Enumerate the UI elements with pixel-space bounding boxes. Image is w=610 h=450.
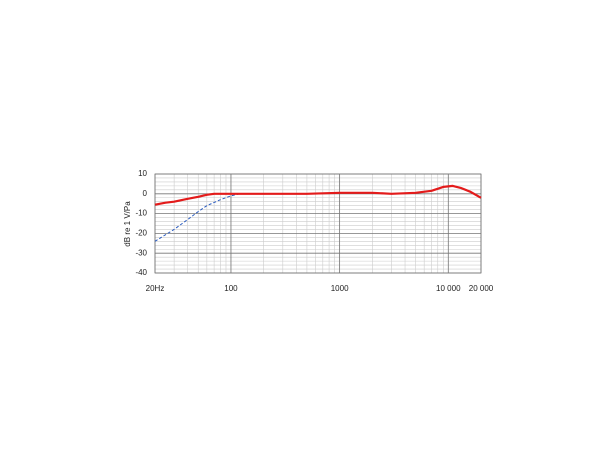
y-axis-label: dB re 1 V/Pa [123,201,132,247]
y-tick-label: -20 [135,229,147,238]
response-line [154,184,482,206]
response-line [154,193,240,242]
y-tick-label: 0 [143,189,148,198]
y-tick-label: -30 [135,248,147,257]
y-tick-label: -40 [135,268,147,277]
x-tick-label: 1000 [331,284,349,293]
x-tick-label: 20 000 [469,284,494,293]
x-tick-label: 10 000 [436,284,461,293]
y-tick-label: 10 [138,169,147,178]
plot-frame [154,173,482,274]
y-tick-label: -10 [135,209,147,218]
x-tick-label: 100 [224,284,238,293]
x-tick-label: 20Hz [146,284,165,293]
